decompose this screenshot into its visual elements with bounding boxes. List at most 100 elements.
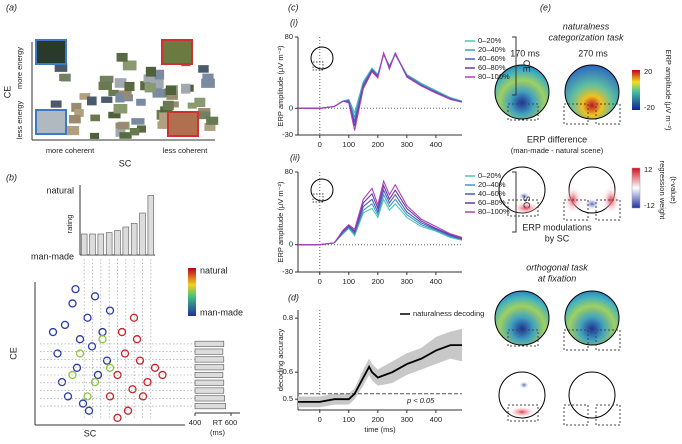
point (105, 306, 115, 315)
legend-label: 80–100% (478, 72, 510, 81)
thumbnail (198, 65, 209, 73)
thumbnail (90, 132, 100, 139)
bar (194, 348, 224, 355)
x-tick-label: 200 (372, 415, 385, 424)
bar (105, 232, 113, 256)
axis-end-label: natural (46, 185, 74, 195)
x-tick-label: 100 (343, 277, 356, 286)
thumbnail (166, 91, 178, 100)
axis-unit: (ms) (210, 428, 225, 437)
series-line (298, 344, 462, 403)
thumbnail (122, 60, 137, 71)
point (150, 363, 160, 372)
section-title: ERP difference (527, 134, 587, 144)
legend-label: 40–60% (478, 189, 506, 198)
bar (130, 223, 138, 256)
roi (595, 199, 621, 221)
bar (194, 387, 225, 394)
legend-label: 80–100% (478, 207, 510, 216)
axis-end-label: more energy (15, 47, 24, 89)
colorbar-label: natural (200, 265, 228, 275)
thumbnail (165, 85, 177, 96)
bar (80, 233, 88, 256)
colorbar (631, 167, 641, 209)
thumbnail (124, 81, 135, 92)
colorbar-tick: 20 (644, 67, 652, 76)
point (132, 335, 142, 344)
point (48, 327, 58, 337)
panel-label: (c) (288, 2, 299, 12)
blob (602, 186, 620, 214)
bracket (512, 36, 517, 96)
x-tick-label: 0 (318, 415, 322, 424)
x-tick-label: 600 (225, 418, 238, 427)
x-tick-label: 200 (372, 277, 385, 286)
legend-label: 60–80% (478, 63, 506, 72)
point (117, 327, 127, 337)
panel-label: (a) (6, 2, 17, 12)
point (135, 356, 145, 365)
thumbnail (50, 100, 62, 108)
thumbnail (136, 98, 146, 106)
side-label: CE (522, 60, 532, 73)
thumbnail (114, 78, 127, 88)
x-tick-label: 100 (343, 415, 356, 424)
blob (519, 381, 529, 389)
colorbar-label: (t-value) (669, 176, 678, 204)
thumbnail (143, 74, 155, 83)
point (98, 327, 107, 337)
thumbnail (157, 121, 169, 129)
thumbnail (202, 73, 214, 82)
thumbnail (90, 114, 101, 122)
panel-label: (e) (540, 2, 551, 12)
topomap (494, 64, 550, 120)
y-tick-label: 0 (289, 103, 293, 112)
topomaps (494, 64, 621, 426)
colorbar-tick: -20 (644, 103, 655, 112)
bar (89, 233, 96, 256)
y-tick-label: 80 (285, 32, 293, 41)
bar (194, 371, 224, 379)
section-title: (man-made - natural scene) (511, 146, 604, 155)
thumbnail (54, 63, 68, 72)
bar (139, 212, 146, 256)
thumbnail (115, 122, 129, 129)
x-tick-label: 300 (401, 277, 414, 286)
bar (122, 226, 130, 256)
colorbar (188, 268, 196, 316)
x-tick-label: 0 (318, 277, 322, 286)
blob (508, 406, 536, 418)
thumbnail (204, 122, 216, 131)
threshold-label: p < 0.05 (406, 396, 435, 405)
roi (563, 103, 589, 125)
point (90, 377, 100, 387)
topomap (564, 64, 620, 120)
bar (194, 356, 225, 363)
x-tick-label: 0 (318, 140, 322, 149)
legend-label: 40–60% (478, 54, 506, 63)
y-tick-label: -30 (282, 130, 293, 139)
bar (194, 395, 226, 402)
point (60, 320, 70, 330)
roi (563, 329, 589, 351)
head-icon (310, 46, 334, 70)
roi (595, 329, 621, 351)
roi (507, 103, 539, 121)
legend-label: 60–80% (478, 198, 506, 207)
series-line (298, 51, 463, 131)
x-tick-label: 100 (343, 140, 356, 149)
point (93, 370, 103, 380)
confidence-band (298, 328, 462, 408)
axis-label: RT (213, 418, 223, 427)
thumbnail (86, 96, 97, 106)
thumbnail (145, 66, 157, 77)
axis-label: rating (65, 215, 74, 234)
bar (194, 403, 226, 410)
task-title: orthogonal task (526, 262, 588, 272)
colorbar-tick: 12 (644, 165, 652, 174)
roi (595, 404, 621, 426)
point (143, 377, 152, 387)
point (68, 299, 77, 308)
y-tick-label: 0.6 (283, 367, 293, 376)
topomap (494, 290, 550, 346)
